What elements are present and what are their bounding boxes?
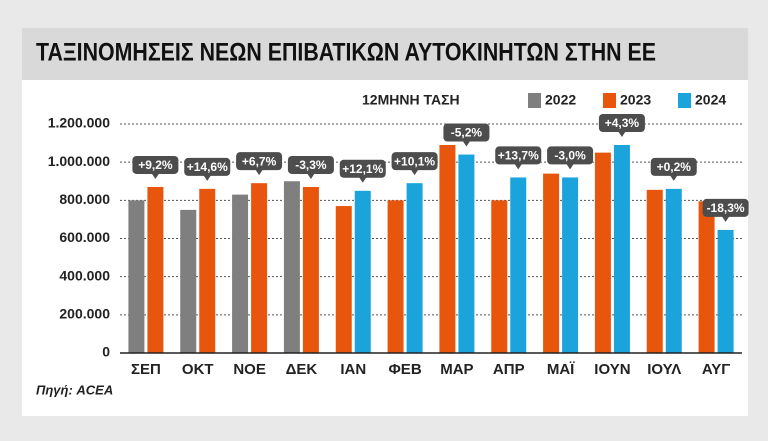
annotation-box: [236, 152, 283, 171]
x-tick-label: ΟΚΤ: [182, 361, 214, 378]
annotation-pointer: [669, 174, 678, 181]
y-tick-label: 400.000: [59, 267, 110, 283]
y-tick-label: 600.000: [59, 229, 110, 245]
x-tick-label: ΦΕΒ: [389, 361, 422, 378]
bar: [458, 154, 475, 353]
annotation-box: [132, 155, 179, 174]
annotation-box: [495, 146, 542, 165]
x-tick-label: ΔΕΚ: [286, 361, 318, 378]
x-tick-label: ΑΥΓ: [702, 361, 731, 378]
annotation-pointer: [462, 140, 471, 147]
y-tick-label: 0: [102, 344, 110, 360]
x-tick-label: ΜΑΪ: [547, 361, 575, 378]
annotation: -3,0%: [554, 149, 586, 163]
annotation-pointer: [410, 169, 419, 176]
annotation-pointer: [566, 163, 575, 170]
chart-title: ΤΑΞΙΝΟΜΗΣΕΙΣ ΝΕΩΝ ΕΠΙΒΑΤΙΚΩΝ ΑΥΤΟΚΙΝΗΤΩΝ…: [36, 39, 656, 67]
bar: [406, 183, 423, 353]
legend-label: 2023: [620, 92, 651, 108]
annotation: +4,3%: [605, 116, 640, 130]
bar: [180, 209, 197, 353]
annotation-box: [443, 123, 490, 142]
annotation: +9,2%: [138, 158, 173, 172]
x-tick-label: ΙΟΥΝ: [594, 361, 630, 378]
annotation-pointer: [151, 172, 160, 179]
bar: [387, 200, 404, 353]
source: Πηγή: ACEA: [36, 382, 113, 397]
bar: [128, 200, 145, 353]
legend-label: 2022: [545, 92, 576, 108]
annotation: +10,1%: [394, 154, 435, 168]
title-band: [22, 28, 748, 80]
annotation: -18,3%: [707, 201, 745, 215]
bar: [232, 194, 249, 353]
annotation-pointer: [721, 215, 730, 222]
legend-swatch: [603, 93, 616, 108]
annotation: +13,7%: [498, 149, 539, 163]
bar: [335, 206, 352, 353]
bar: [698, 201, 715, 353]
annotation-box: [598, 113, 645, 132]
bar: [613, 144, 630, 353]
annotation-box: [702, 198, 749, 217]
annotation: +12,1%: [342, 162, 383, 176]
x-tick-label: ΝΟΕ: [233, 361, 266, 378]
y-tick-label: 1.000.000: [48, 153, 110, 169]
annotation-pointer: [306, 172, 315, 179]
annotation-box: [184, 157, 231, 176]
annotation-pointer: [203, 174, 212, 181]
x-tick-label: ΙΟΥΛ: [647, 361, 681, 378]
bar: [646, 189, 663, 353]
annotation-box: [391, 152, 438, 171]
annotation: +0,2%: [657, 160, 692, 174]
annotation: -3,3%: [295, 158, 327, 172]
bar: [199, 188, 216, 353]
bar: [147, 186, 164, 353]
legend-swatch: [528, 93, 541, 108]
x-tick-label: ΜΑΡ: [440, 361, 473, 378]
bar: [717, 229, 734, 353]
bar: [283, 181, 300, 353]
subtitle: 12ΜΗΝΗ ΤΑΣΗ: [362, 92, 460, 108]
annotation-pointer: [514, 163, 523, 170]
y-tick-label: 1.200.000: [48, 115, 110, 131]
annotation: -5,2%: [451, 126, 483, 140]
annotation: +14,6%: [187, 160, 228, 174]
annotation-box: [339, 159, 386, 178]
bar: [665, 188, 682, 353]
bar: [439, 144, 456, 353]
y-tick-label: 200.000: [59, 306, 110, 322]
y-tick-label: 800.000: [59, 191, 110, 207]
x-tick-label: ΑΠΡ: [493, 361, 525, 378]
bar: [510, 177, 527, 353]
bar: [594, 152, 611, 353]
legend-swatch: [678, 93, 691, 108]
annotation-pointer: [617, 130, 626, 137]
bar: [354, 190, 371, 353]
annotation-box: [650, 157, 697, 176]
bar: [491, 200, 508, 353]
annotation-pointer: [358, 176, 367, 183]
bar: [251, 183, 268, 353]
x-tick-label: ΣΕΠ: [131, 361, 161, 378]
annotation-box: [547, 146, 594, 165]
legend-label: 2024: [695, 92, 726, 108]
bar: [562, 177, 579, 353]
x-tick-label: ΙΑΝ: [340, 361, 366, 378]
annotation: +6,7%: [242, 154, 277, 168]
annotation-box: [287, 155, 334, 174]
bar: [302, 186, 319, 353]
annotation-pointer: [255, 169, 264, 176]
bar: [543, 173, 560, 353]
